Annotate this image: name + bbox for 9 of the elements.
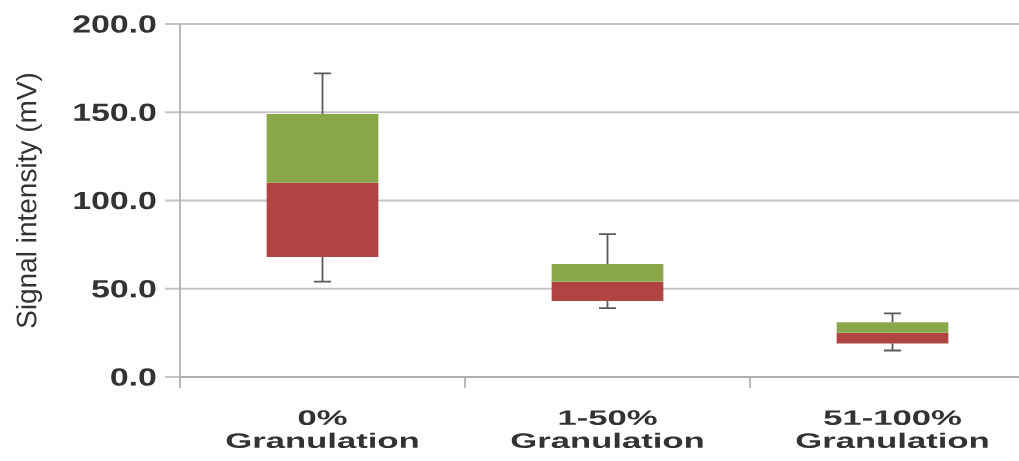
x-tick-label: 51-100% Granulation bbox=[796, 410, 988, 449]
y-tick-label: 100.0 bbox=[74, 191, 156, 210]
x-tick-label: 1-50% Granulation bbox=[511, 410, 703, 449]
y-axis-title: Signal intensity (mV) bbox=[15, 73, 43, 328]
y-tick-label: 50.0 bbox=[92, 279, 156, 298]
x-tick-label: 0% Granulation bbox=[226, 410, 418, 449]
y-tick-label: 0.0 bbox=[111, 368, 156, 386]
y-tick-label: 200.0 bbox=[73, 15, 156, 33]
y-tick-label: 150.0 bbox=[74, 103, 156, 122]
